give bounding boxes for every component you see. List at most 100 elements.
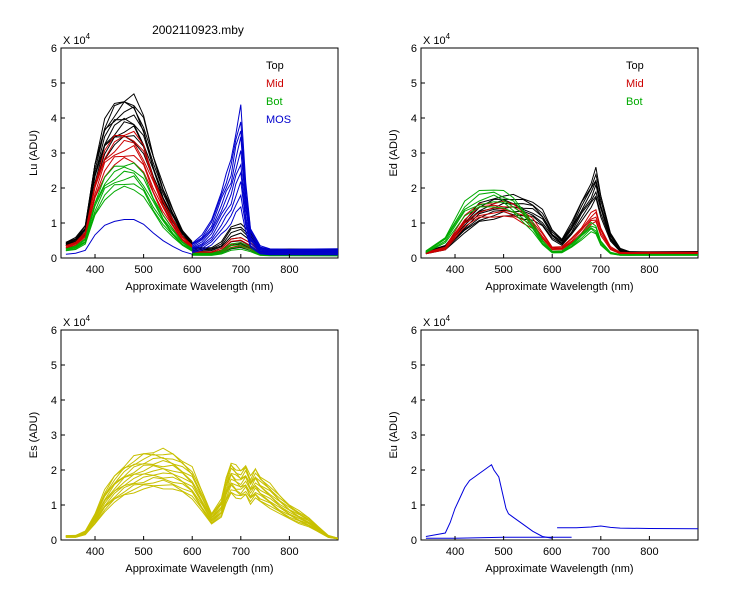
y-axis-label: Ed (ADU)	[388, 129, 400, 176]
y-tick-label: 4	[411, 113, 417, 125]
x-tick-label: 700	[592, 264, 610, 276]
y-tick-label: 3	[51, 148, 57, 160]
x-tick-label: 400	[446, 546, 464, 558]
series-line-mos-red-band--9	[191, 104, 338, 250]
exponent-base: X 10	[423, 35, 446, 47]
exponent-label: X 104	[63, 314, 91, 329]
y-tick-label: 4	[411, 395, 417, 407]
y-tick-label: 5	[51, 360, 57, 372]
x-tick-label: 600	[543, 546, 561, 558]
y-axis-label: Eu (ADU)	[388, 411, 400, 458]
y-tick-label: 2	[51, 183, 57, 195]
x-tick-label: 700	[232, 546, 250, 558]
series-line-bot-red-band--0	[192, 248, 338, 257]
y-tick-label: 6	[411, 43, 417, 55]
series-line-bot-4	[425, 189, 698, 256]
series-group	[65, 93, 338, 257]
y-tick-label: 1	[51, 500, 57, 512]
series-line-mid-0	[425, 215, 698, 255]
series-group	[425, 464, 698, 539]
y-tick-label: 5	[51, 78, 57, 90]
x-tick-label: 600	[183, 546, 201, 558]
exponent-base: X 10	[63, 317, 86, 329]
series-line-mos-red-band--4	[191, 162, 338, 253]
x-axis-label: Approximate Wavelength (nm)	[485, 281, 633, 293]
y-tick-label: 2	[51, 465, 57, 477]
series-group	[65, 447, 338, 540]
x-tick-label: 800	[280, 264, 298, 276]
exponent-power: 4	[446, 314, 451, 323]
series-line-mos-red-band--6	[191, 136, 338, 252]
exponent-label: X 104	[423, 314, 451, 329]
y-tick-label: 5	[411, 360, 417, 372]
x-axis-label: Approximate Wavelength (nm)	[125, 563, 273, 575]
series-line-mos-red-band--2	[192, 181, 338, 255]
y-tick-label: 4	[51, 113, 57, 125]
x-tick-label: 400	[86, 264, 104, 276]
series-line-eu-0	[425, 464, 553, 539]
series-line-es-5	[65, 472, 338, 540]
y-tick-label: 2	[411, 183, 417, 195]
exponent-label: X 104	[423, 32, 451, 47]
series-line-eu-baseline--0	[425, 536, 572, 539]
series-line-es-1	[65, 484, 338, 540]
x-tick-label: 600	[543, 264, 561, 276]
y-tick-label: 5	[411, 78, 417, 90]
series-line-es-7	[65, 465, 338, 540]
exponent-power: 4	[86, 314, 91, 323]
series-line-mos-0	[65, 219, 193, 255]
y-tick-label: 6	[51, 43, 57, 55]
y-tick-label: 0	[51, 253, 57, 265]
series-group	[425, 167, 698, 256]
legend-bot: Bot	[266, 96, 283, 108]
y-axis-label: Es (ADU)	[28, 412, 40, 458]
y-tick-label: 1	[51, 218, 57, 230]
y-tick-label: 3	[51, 430, 57, 442]
series-line-bot-5	[65, 162, 193, 250]
x-tick-label: 500	[134, 264, 152, 276]
y-tick-label: 3	[411, 430, 417, 442]
exponent-label: X 104	[63, 32, 91, 47]
series-line-es-13	[65, 447, 338, 539]
series-line-eu-red-band--0	[557, 525, 698, 530]
x-tick-label: 800	[280, 546, 298, 558]
x-tick-label: 500	[134, 546, 152, 558]
legend-mos: MOS	[266, 114, 291, 126]
series-line-mos-red-band--7	[191, 130, 338, 251]
legend-mid: Mid	[626, 78, 644, 90]
series-line-mid-5	[65, 130, 193, 247]
y-tick-label: 2	[411, 465, 417, 477]
y-tick-label: 0	[411, 253, 417, 265]
y-tick-label: 6	[411, 325, 417, 337]
series-line-mos-red-band--3	[192, 170, 338, 254]
legend-mid: Mid	[266, 78, 284, 90]
y-tick-label: 0	[411, 535, 417, 547]
series-line-mos-red-band--0	[192, 205, 338, 256]
legend-bot: Bot	[626, 96, 643, 108]
series-line-es-0	[65, 485, 338, 540]
x-tick-label: 700	[592, 546, 610, 558]
series-line-mid-3	[425, 204, 698, 254]
exponent-base: X 10	[423, 317, 446, 329]
legend-top: Top	[266, 60, 284, 72]
x-tick-label: 500	[494, 264, 512, 276]
y-axis-label: Lu (ADU)	[28, 130, 40, 176]
y-tick-label: 3	[411, 148, 417, 160]
y-tick-label: 1	[411, 500, 417, 512]
x-tick-label: 400	[446, 264, 464, 276]
x-tick-label: 800	[640, 546, 658, 558]
y-tick-label: 1	[411, 218, 417, 230]
plot-frame	[420, 329, 699, 541]
series-line-top-4	[425, 179, 698, 254]
y-tick-label: 0	[51, 535, 57, 547]
series-line-mos-red-band--8	[191, 121, 338, 251]
x-tick-label: 600	[183, 264, 201, 276]
series-line-es-9	[65, 459, 338, 539]
series-line-top-3	[425, 182, 698, 254]
series-line-top-7	[425, 167, 698, 253]
exponent-power: 4	[446, 32, 451, 41]
